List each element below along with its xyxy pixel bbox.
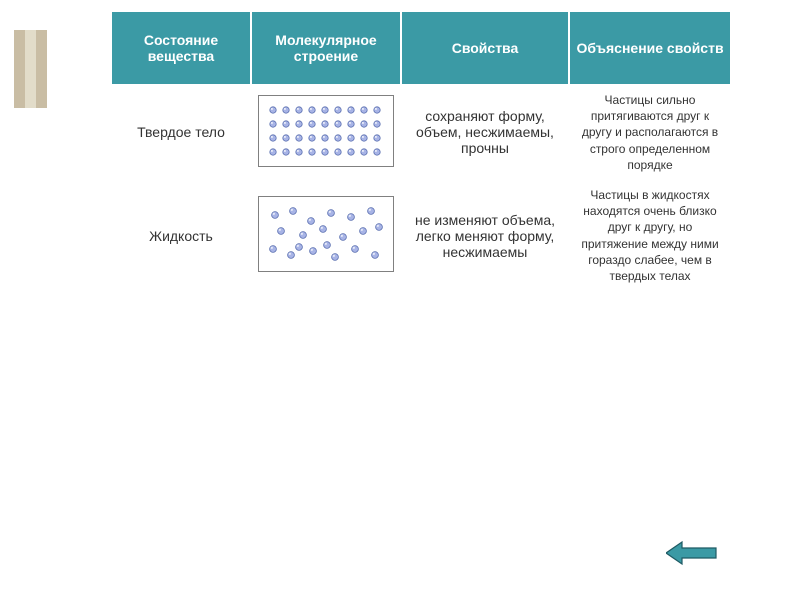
- empty-cell: [401, 291, 569, 323]
- cell-properties: сохраняют форму, объем, несжимаемы, проч…: [401, 85, 569, 180]
- arrow-left-icon: [666, 540, 718, 566]
- cell-molecular-0: [251, 85, 401, 180]
- col-props: Свойства: [401, 11, 569, 85]
- table-row-empty: [111, 291, 731, 323]
- cell-properties: не изменяют объема, легко меняют форму, …: [401, 180, 569, 291]
- left-accent-stripes: [0, 0, 54, 600]
- table-header-row: Состояние вещества Молекулярное строение…: [111, 11, 731, 85]
- empty-cell: [111, 291, 251, 323]
- table-row: Твердое тело сохраняют форму, объем, нес…: [111, 85, 731, 180]
- table-row: Жидкость не изменяют объема, легко меняю…: [111, 180, 731, 291]
- cell-molecular-1: [251, 180, 401, 291]
- states-table: Состояние вещества Молекулярное строение…: [110, 10, 730, 324]
- cell-explanation: Частицы в жидкостях находятся очень близ…: [569, 180, 731, 291]
- cell-state: Твердое тело: [111, 85, 251, 180]
- back-arrow-button[interactable]: [666, 540, 718, 566]
- empty-cell: [569, 291, 731, 323]
- cell-explanation: Частицы сильно притягиваются друг к друг…: [569, 85, 731, 180]
- col-state: Состояние вещества: [111, 11, 251, 85]
- col-explain: Объяснение свойств: [569, 11, 731, 85]
- col-molec: Молекулярное строение: [251, 11, 401, 85]
- empty-cell: [251, 291, 401, 323]
- cell-state: Жидкость: [111, 180, 251, 291]
